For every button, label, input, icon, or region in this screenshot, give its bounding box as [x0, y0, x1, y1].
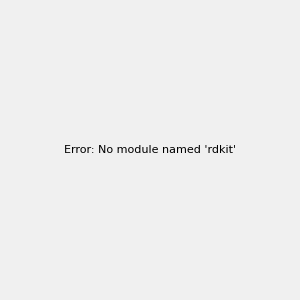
Text: Error: No module named 'rdkit': Error: No module named 'rdkit' [64, 145, 236, 155]
